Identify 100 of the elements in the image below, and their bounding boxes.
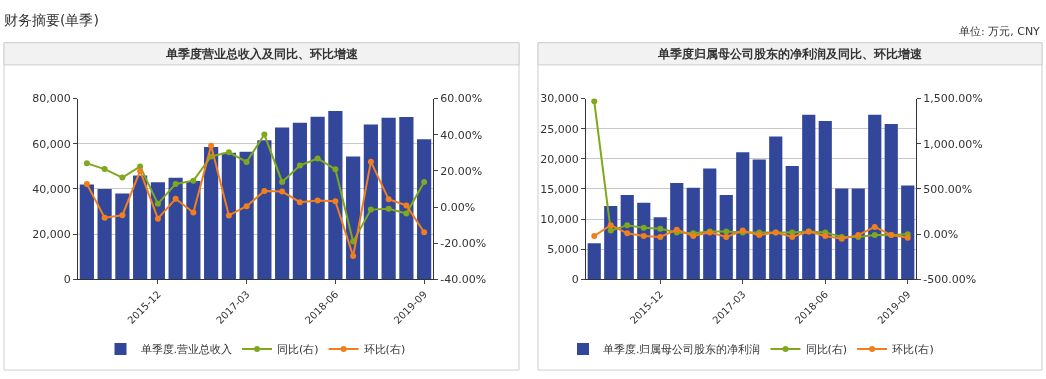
point	[607, 222, 614, 229]
point	[723, 228, 730, 235]
point	[190, 209, 197, 216]
point	[83, 160, 90, 167]
y-tick-label: 30,000	[540, 92, 579, 106]
y2-tick-label: -20.00%	[440, 237, 487, 251]
bar	[310, 116, 325, 280]
point	[83, 180, 90, 187]
bar	[257, 140, 272, 280]
bar	[381, 117, 396, 280]
point	[225, 212, 232, 219]
point	[190, 177, 197, 184]
bar	[752, 159, 766, 280]
point	[208, 142, 215, 149]
point	[101, 214, 108, 221]
bar	[363, 124, 378, 280]
point	[723, 233, 730, 240]
point	[314, 155, 321, 162]
bar	[133, 175, 148, 280]
chart-title: 单季度归属母公司股东的净利润及同比、环比增速	[657, 47, 923, 61]
point	[591, 233, 598, 240]
bar	[901, 185, 915, 280]
y-tick-label: 0	[571, 273, 579, 287]
y-tick-label: 10,000	[540, 212, 579, 226]
point	[657, 233, 664, 240]
y-tick-label: 15,000	[540, 182, 579, 196]
point	[296, 199, 303, 206]
point	[296, 162, 303, 169]
bar	[587, 243, 601, 280]
point	[243, 203, 250, 210]
bar	[884, 123, 898, 280]
point	[332, 166, 339, 173]
y2-tick-label: -40.00%	[440, 273, 487, 287]
y-tick-label: 80,000	[32, 92, 71, 106]
point	[367, 206, 374, 213]
point	[367, 158, 374, 165]
bar	[204, 146, 219, 280]
bar	[239, 151, 254, 280]
y2-tick-label: 40.00%	[440, 128, 483, 142]
bar	[275, 127, 290, 280]
point	[421, 229, 428, 236]
y-tick-label: 40,000	[32, 182, 71, 196]
bar	[719, 195, 733, 280]
y-tick-label: 60,000	[32, 137, 71, 151]
bar	[417, 139, 432, 280]
bar	[637, 202, 651, 280]
y2-tick-label: 1,000.00%	[923, 137, 983, 151]
point	[261, 187, 268, 194]
point	[154, 200, 161, 207]
text: 财务摘要(单季)	[4, 12, 99, 28]
point	[279, 178, 286, 185]
y2-tick-label: 0.00%	[923, 228, 959, 242]
legend-label: 单季度.归属母公司股东的净利润	[603, 343, 761, 357]
bar	[785, 166, 799, 280]
y-tick-label: 20,000	[540, 152, 579, 166]
point	[119, 174, 126, 181]
point	[624, 230, 631, 237]
point	[871, 232, 878, 239]
point	[624, 222, 631, 229]
point	[607, 227, 614, 234]
bar	[292, 122, 307, 280]
bar	[802, 114, 816, 280]
point	[657, 225, 664, 232]
point	[137, 167, 144, 174]
point	[640, 224, 647, 231]
bar	[399, 116, 414, 280]
bar	[115, 193, 130, 280]
legend-label: 单季度.营业总收入	[140, 343, 232, 357]
point	[385, 205, 392, 212]
y-tick-label: 0	[63, 273, 71, 287]
y2-tick-label: 60.00%	[440, 92, 483, 106]
bar	[670, 182, 684, 280]
legend-label: 同比(右)	[805, 343, 848, 357]
point	[154, 215, 161, 222]
bar	[620, 195, 634, 280]
point	[172, 180, 179, 187]
point	[789, 233, 796, 240]
legend-label: 环比(右)	[363, 343, 406, 357]
point	[421, 178, 428, 185]
point	[822, 233, 829, 240]
point	[279, 188, 286, 195]
point	[243, 158, 250, 165]
point	[591, 98, 598, 105]
bar	[186, 181, 201, 280]
y2-tick-label: 0.00%	[440, 200, 476, 214]
point	[350, 253, 357, 260]
bar	[328, 111, 343, 280]
bar	[97, 189, 112, 280]
y2-tick-label: 500.00%	[923, 182, 973, 196]
point	[403, 202, 410, 209]
legend-label: 同比(右)	[277, 343, 319, 357]
point	[640, 233, 647, 240]
y-tick-label: 25,000	[540, 122, 579, 136]
y2-tick-label: 20.00%	[440, 164, 483, 178]
point	[225, 149, 232, 156]
legend-label: 环比(右)	[892, 343, 934, 357]
point	[172, 195, 179, 202]
point	[789, 229, 796, 236]
bar	[851, 188, 865, 280]
y-tick-label: 5,000	[547, 243, 579, 257]
